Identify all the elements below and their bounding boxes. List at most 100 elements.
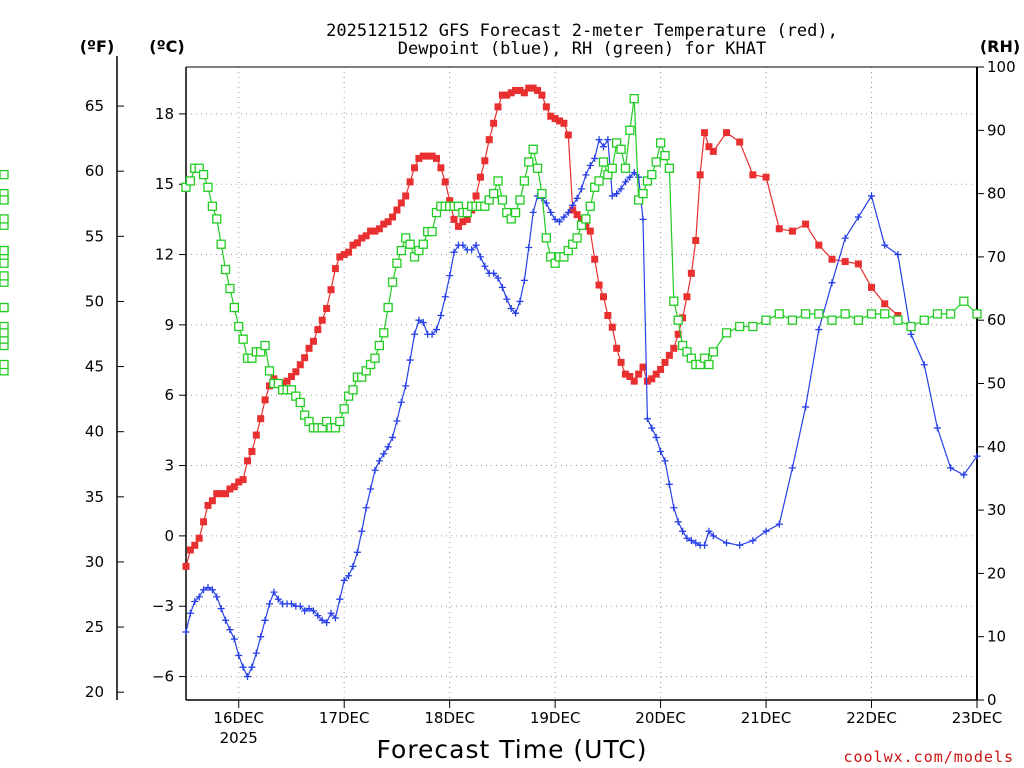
rh-point	[370, 353, 380, 363]
x-tick-label: 23DEC	[952, 709, 1003, 727]
temperature-point	[709, 147, 717, 155]
x-tick-label: 21DEC	[741, 709, 792, 727]
rh-tick-label: 30	[987, 501, 1006, 519]
dewpoint-point	[907, 330, 915, 338]
rh-point	[0, 359, 9, 370]
temperature-point	[323, 304, 331, 312]
dewpoint-point	[841, 234, 849, 242]
temperature-point	[626, 372, 634, 380]
rh-point	[880, 309, 890, 319]
dewpoint-point	[573, 194, 581, 202]
rh-point	[488, 188, 499, 199]
temperature-point	[788, 227, 796, 235]
celsius-tick-label: 6	[164, 386, 174, 404]
temperature-point	[683, 293, 691, 301]
temperature-point	[542, 103, 550, 111]
temperature-point	[705, 143, 713, 151]
temperature-point	[503, 91, 511, 99]
temperature-point	[252, 431, 260, 439]
temperature-point	[775, 225, 783, 233]
dewpoint-point	[542, 199, 550, 207]
dewpoint-point	[516, 297, 524, 305]
temperature-point	[200, 518, 208, 526]
temperature-point	[349, 241, 357, 249]
dewpoint-point	[222, 616, 230, 624]
dewpoint-point	[200, 586, 208, 594]
dewpoint-point	[441, 293, 449, 301]
temperature-point	[657, 365, 665, 373]
temperature-point	[362, 232, 370, 240]
dewpoint-point	[340, 576, 348, 584]
rh-point	[238, 334, 248, 344]
temperature-point	[244, 457, 252, 465]
temperature-point	[463, 215, 471, 223]
dewpoint-point	[723, 539, 731, 547]
rh-point	[515, 195, 525, 205]
dewpoint-point	[652, 433, 660, 441]
dewpoint-point	[265, 600, 273, 608]
temperature-point	[687, 269, 695, 277]
dewpoint-point	[296, 602, 304, 610]
rh-point	[216, 239, 226, 249]
rh-tick-label: 20	[987, 564, 1006, 582]
rh-point	[427, 226, 437, 237]
temperature-point	[802, 220, 810, 228]
dewpoint-point	[195, 593, 203, 601]
dewpoint-point	[204, 583, 212, 591]
dewpoint-point	[336, 595, 344, 603]
temperature-point	[345, 248, 353, 256]
dewpoint-point	[226, 626, 234, 634]
dewpoint-point	[802, 403, 810, 411]
dewpoint-point	[270, 588, 278, 596]
temperature-point	[384, 218, 392, 226]
dewpoint-point	[345, 572, 353, 580]
dewpoint-point	[397, 398, 405, 406]
dewpoint-point	[327, 609, 335, 617]
dewpoint-point	[687, 537, 695, 545]
temperature-point	[674, 330, 682, 338]
dewpoint-point	[657, 447, 665, 455]
temperature-point	[331, 265, 339, 273]
dewpoint-point	[419, 319, 427, 327]
dewpoint-point	[248, 663, 256, 671]
temperature-point	[868, 283, 876, 291]
temperature-point	[226, 485, 234, 493]
temperature-point	[186, 546, 194, 554]
dewpoint-point	[639, 215, 647, 223]
temperature-point	[406, 178, 414, 186]
dewpoint-point	[815, 326, 823, 334]
temperature-point	[529, 84, 537, 92]
temperature-point	[441, 178, 449, 186]
dewpoint-point	[393, 417, 401, 425]
dewpoint-point	[608, 192, 616, 200]
rh-point	[497, 195, 508, 205]
dewpoint-point	[389, 433, 397, 441]
dewpoint-point	[375, 457, 383, 465]
temperature-point	[217, 490, 225, 498]
temperature-point	[402, 192, 410, 200]
celsius-tick-label: 12	[155, 246, 174, 264]
dewpoint-point	[762, 527, 770, 535]
dewpoint-point	[556, 218, 564, 226]
rh-point	[664, 163, 675, 173]
dewpoint-point	[643, 415, 651, 423]
rh-point	[541, 233, 551, 243]
temperature-point	[564, 131, 572, 139]
temperature-point	[534, 86, 542, 94]
dewpoint-point	[349, 562, 357, 570]
temperature-point	[498, 91, 506, 99]
temperature-point	[828, 255, 836, 263]
temperature-point	[336, 253, 344, 261]
dewpoint-point	[239, 663, 247, 671]
dewpoint-point	[525, 244, 533, 252]
rh-point	[972, 309, 982, 319]
temperature-point	[309, 337, 317, 345]
rh-point	[396, 245, 406, 256]
dewpoint-point	[547, 208, 555, 216]
rh-point	[0, 302, 9, 313]
rh-point	[229, 302, 239, 313]
temperature-point	[556, 117, 564, 125]
rh-point	[655, 138, 666, 148]
dewpoint-point	[775, 520, 783, 528]
temperature-point	[595, 281, 603, 289]
